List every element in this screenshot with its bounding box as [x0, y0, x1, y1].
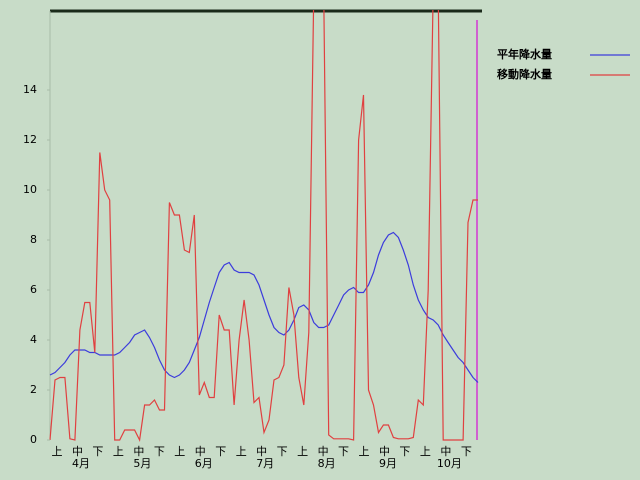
- x-dekad-label: 中: [256, 445, 267, 458]
- x-month-label: 5月: [133, 457, 151, 470]
- x-dekad-label: 中: [440, 445, 451, 458]
- y-tick-label: 4: [30, 333, 37, 346]
- x-dekad-label: 下: [92, 445, 103, 458]
- x-dekad-label: 下: [215, 445, 226, 458]
- x-dekad-label: 上: [113, 445, 124, 458]
- x-dekad-label: 中: [318, 445, 329, 458]
- y-tick-label: 6: [30, 283, 37, 296]
- x-dekad-label: 中: [133, 445, 144, 458]
- x-dekad-label: 上: [236, 445, 247, 458]
- x-dekad-label: 下: [461, 445, 472, 458]
- x-month-label: 7月: [256, 457, 274, 470]
- x-dekad-label: 上: [359, 445, 370, 458]
- x-month-label: 10月: [437, 457, 462, 470]
- y-tick-label: 0: [30, 433, 37, 446]
- x-dekad-label: 上: [297, 445, 308, 458]
- series-line: [49, 10, 478, 442]
- x-dekad-label: 中: [195, 445, 206, 458]
- y-tick-label: 12: [23, 133, 37, 146]
- x-month-label: 4月: [72, 457, 90, 470]
- y-tick-label: 10: [23, 183, 37, 196]
- x-dekad-label: 下: [277, 445, 288, 458]
- legend-label: 平年降水量: [497, 47, 552, 61]
- y-tick-label: 14: [23, 83, 37, 96]
- x-dekad-label: 中: [72, 445, 83, 458]
- x-dekad-label: 上: [52, 445, 63, 458]
- x-dekad-label: 下: [399, 445, 410, 458]
- y-tick-label: 2: [30, 383, 37, 396]
- x-month-label: 8月: [318, 457, 336, 470]
- x-month-label: 6月: [195, 457, 213, 470]
- legend-label: 移動降水量: [497, 67, 552, 81]
- x-month-label: 9月: [379, 457, 397, 470]
- y-tick-label: 8: [30, 233, 37, 246]
- series-line: [49, 231, 479, 383]
- x-dekad-label: 上: [174, 445, 185, 458]
- x-dekad-label: 上: [420, 445, 431, 458]
- x-dekad-label: 中: [379, 445, 390, 458]
- x-dekad-label: 下: [338, 445, 349, 458]
- plot-area: [49, 10, 479, 442]
- x-dekad-label: 下: [154, 445, 165, 458]
